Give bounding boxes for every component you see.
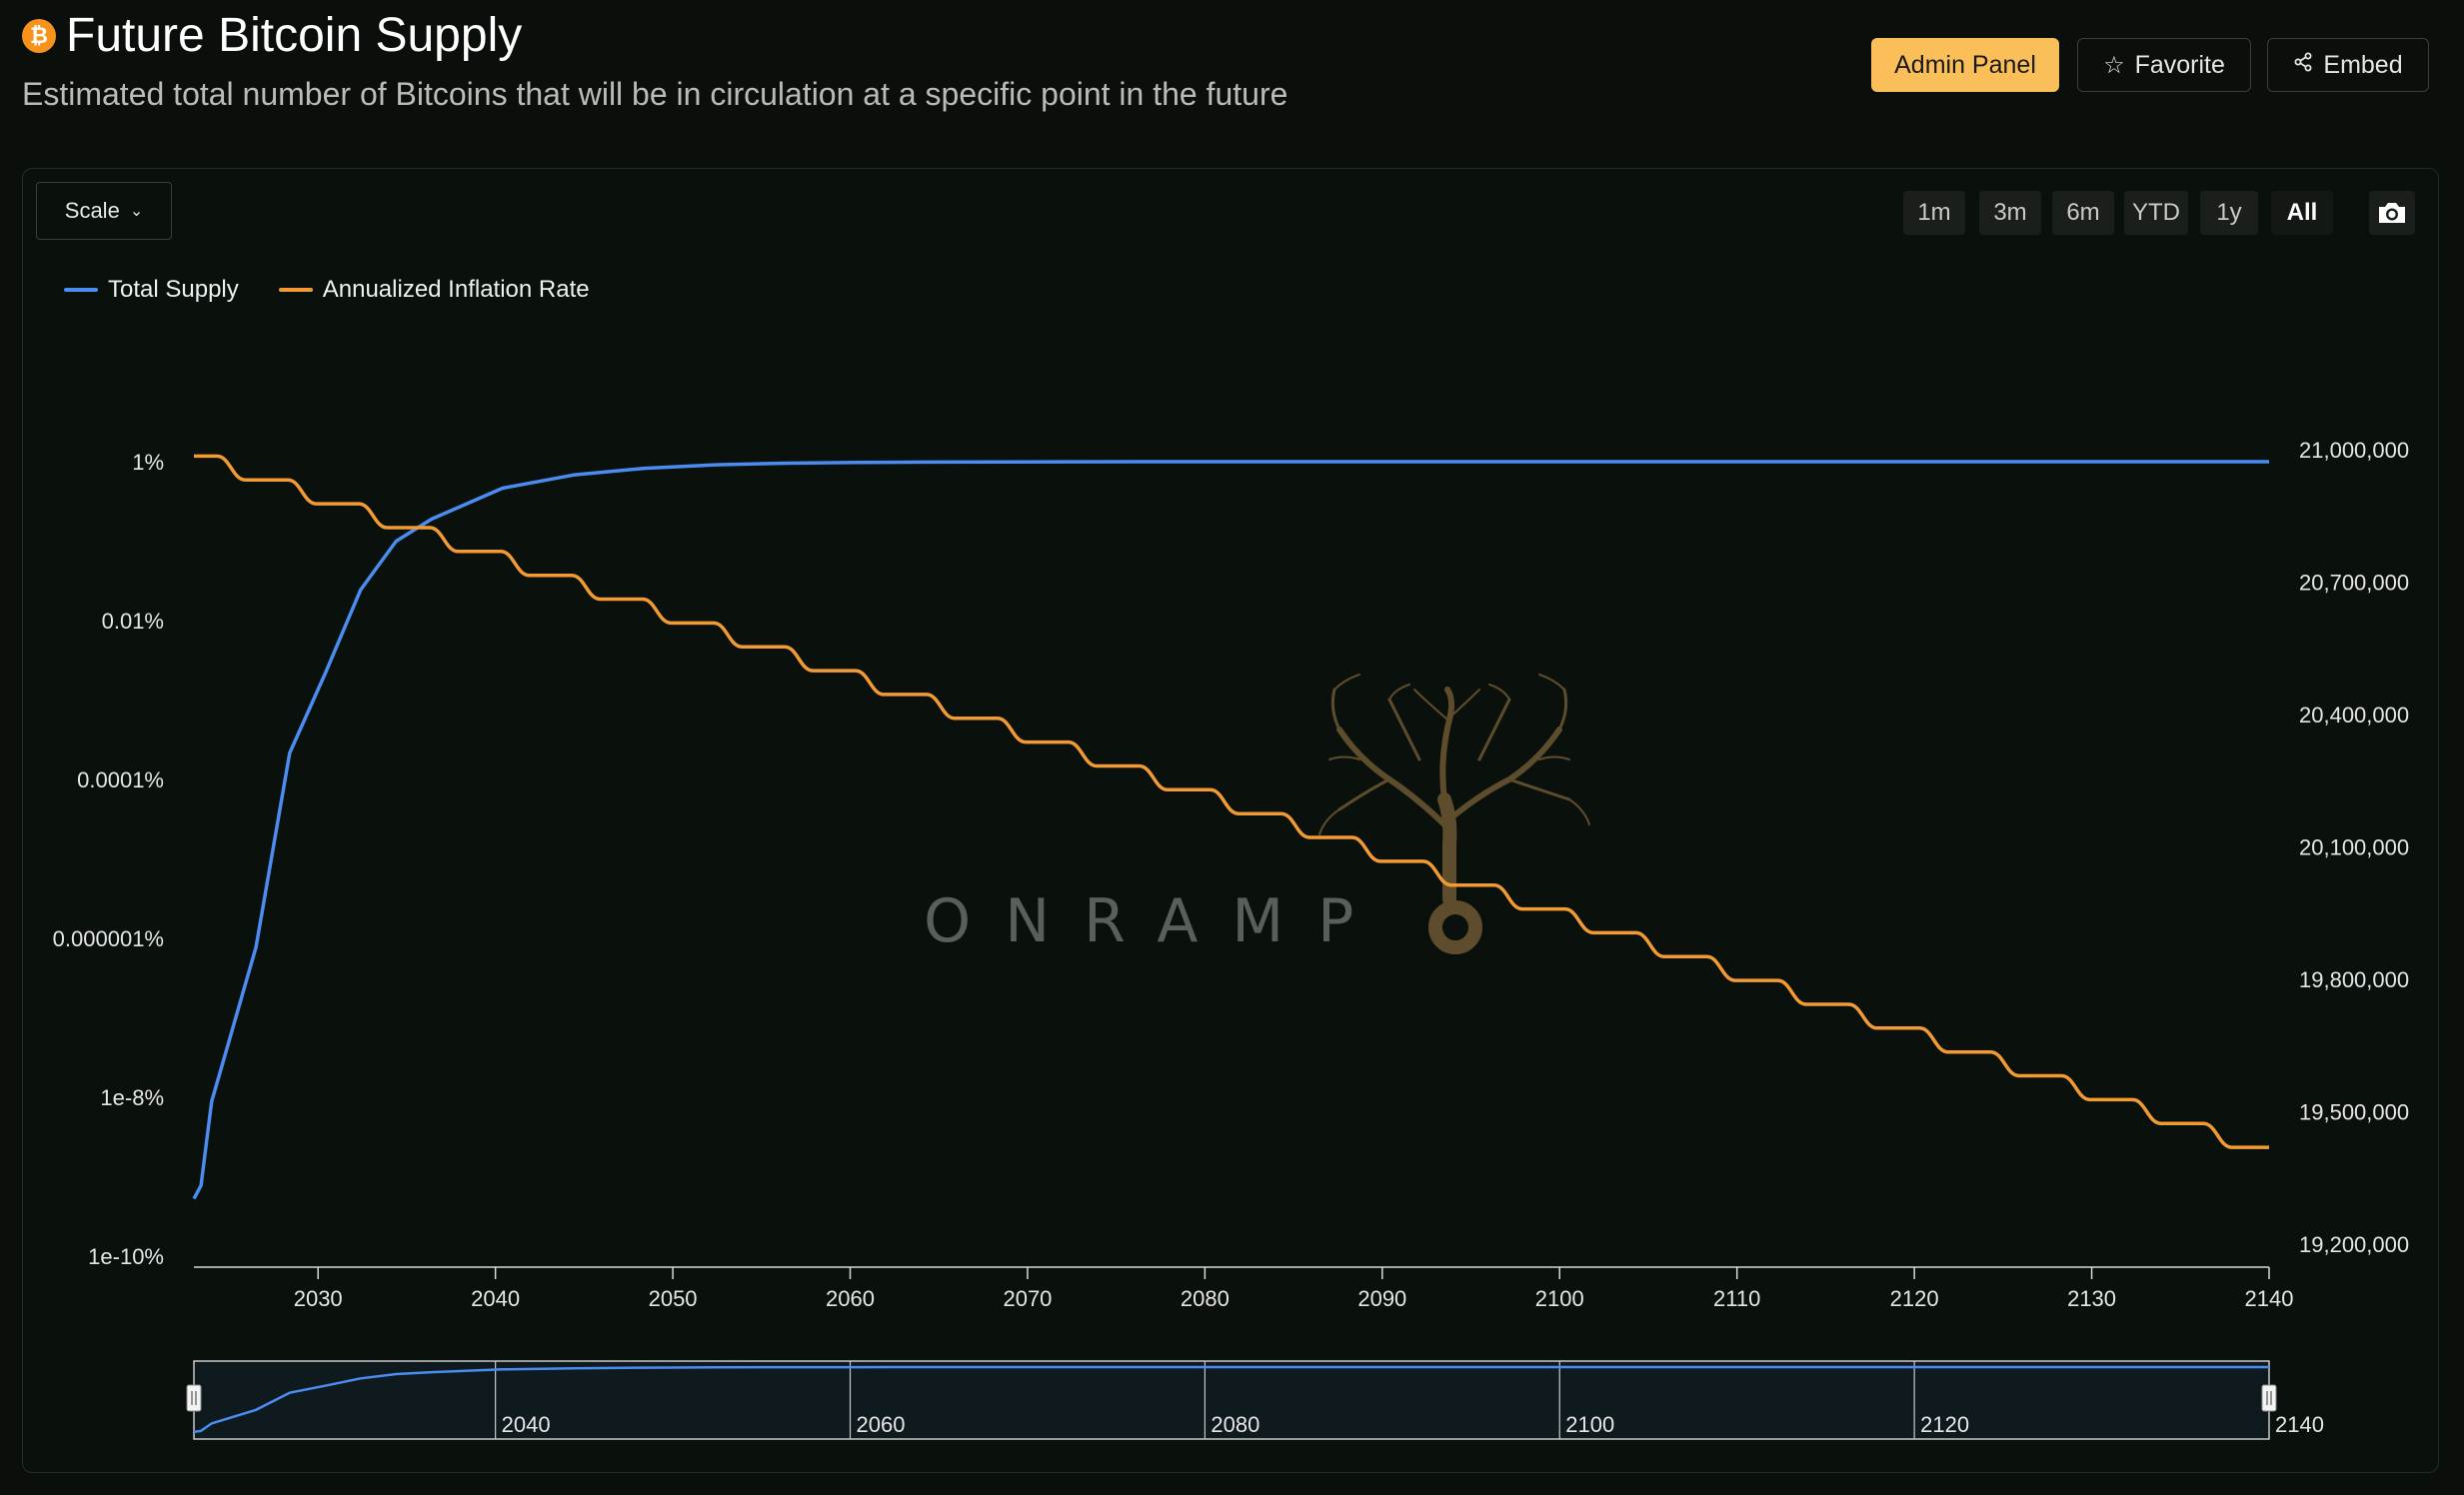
page-subtitle: Estimated total number of Bitcoins that …: [22, 76, 1288, 112]
share-icon: [2293, 51, 2313, 79]
x-tick-label: 2070: [1003, 1286, 1052, 1311]
x-tick-label: 2040: [471, 1286, 520, 1311]
x-tick-label: 2110: [1713, 1286, 1760, 1311]
navigator-label: 2100: [1565, 1412, 1614, 1437]
right-axis-tick-label: 21,000,000: [2299, 438, 2409, 463]
range-all-button[interactable]: All: [2271, 191, 2333, 235]
legend-label-supply: Total Supply: [108, 276, 239, 303]
left-axis-tick-label: 0.0001%: [77, 767, 164, 792]
camera-icon: [2379, 203, 2405, 223]
left-axis-tick-label: 1e-10%: [88, 1244, 164, 1269]
navigator-label: 2140: [2275, 1412, 2324, 1437]
left-axis-tick-label: 1e-8%: [100, 1085, 164, 1110]
right-axis-tick-label: 20,400,000: [2299, 703, 2409, 728]
watermark-text: ONRAMP: [924, 886, 1387, 956]
bitcoin-icon: ₿: [22, 18, 56, 53]
range-1y-button[interactable]: 1y: [2200, 191, 2258, 235]
scale-dropdown[interactable]: Scale ⌄: [36, 182, 172, 240]
legend-inflation-rate[interactable]: Annualized Inflation Rate: [278, 276, 590, 304]
star-icon: ☆: [2103, 51, 2125, 79]
x-tick-label: 2090: [1357, 1286, 1406, 1311]
admin-panel-button[interactable]: Admin Panel: [1871, 38, 2059, 92]
legend-label-inflation: Annualized Inflation Rate: [322, 276, 590, 303]
embed-label: Embed: [2323, 50, 2403, 79]
navigator-handle-left[interactable]: [186, 1384, 202, 1412]
x-tick-label: 2100: [1535, 1286, 1584, 1311]
left-axis-tick-label: 0.01%: [102, 609, 164, 634]
navigator-handle-right[interactable]: [2261, 1384, 2277, 1412]
chart-panel: [22, 168, 2439, 1473]
embed-button[interactable]: Embed: [2267, 38, 2429, 92]
right-axis-tick-label: 20,100,000: [2299, 835, 2409, 860]
legend-total-supply[interactable]: Total Supply: [64, 276, 239, 304]
legend-swatch-supply: [64, 288, 98, 292]
right-axis-tick-label: 19,500,000: [2299, 1100, 2409, 1125]
favorite-button[interactable]: ☆ Favorite: [2077, 38, 2251, 92]
right-axis-tick-label: 19,200,000: [2299, 1232, 2409, 1257]
scale-label: Scale: [64, 198, 120, 223]
left-axis-tick-label: 0.000001%: [53, 926, 164, 951]
handle-body: [186, 1384, 202, 1412]
screenshot-button[interactable]: [2369, 191, 2415, 235]
handle-body: [2261, 1384, 2277, 1412]
x-tick-label: 2080: [1181, 1286, 1230, 1311]
navigator-label: 2120: [1920, 1412, 1969, 1437]
x-tick-label: 2030: [294, 1286, 343, 1311]
left-axis-tick-label: 1%: [132, 450, 164, 475]
navigator-label: 2040: [502, 1412, 551, 1437]
range-6m-button[interactable]: 6m: [2052, 191, 2114, 235]
x-tick-label: 2140: [2245, 1286, 2294, 1311]
range-ytd-button[interactable]: YTD: [2124, 191, 2188, 235]
navigator-series-line: [193, 1365, 2269, 1434]
legend-swatch-inflation: [278, 288, 313, 292]
right-axis-tick-label: 20,700,000: [2299, 571, 2409, 596]
right-axis-tick-label: 19,800,000: [2299, 967, 2409, 992]
page-title: Future Bitcoin Supply: [66, 9, 523, 62]
tree-logo-icon: [1318, 674, 1590, 954]
x-tick-label: 2130: [2067, 1286, 2116, 1311]
onramp-watermark: ONRAMP: [924, 674, 1590, 956]
series-line-inflation-rate: [194, 454, 2269, 1149]
range-1m-button[interactable]: 1m: [1903, 191, 1965, 235]
series-line-total-supply: [192, 460, 2269, 1200]
chart-legend: Total Supply Annualized Inflation Rate: [64, 276, 630, 304]
chevron-down-icon: ⌄: [129, 203, 144, 220]
favorite-label: Favorite: [2134, 50, 2225, 79]
navigator-label: 2060: [857, 1412, 906, 1437]
x-tick-label: 2120: [1890, 1286, 1939, 1311]
x-tick-label: 2060: [826, 1286, 875, 1311]
header: ₿ Future Bitcoin Supply: [22, 8, 522, 63]
x-tick-label: 2050: [649, 1286, 698, 1311]
navigator-label: 2080: [1211, 1412, 1259, 1437]
range-3m-button[interactable]: 3m: [1979, 191, 2041, 235]
admin-panel-label: Admin Panel: [1894, 50, 2036, 79]
